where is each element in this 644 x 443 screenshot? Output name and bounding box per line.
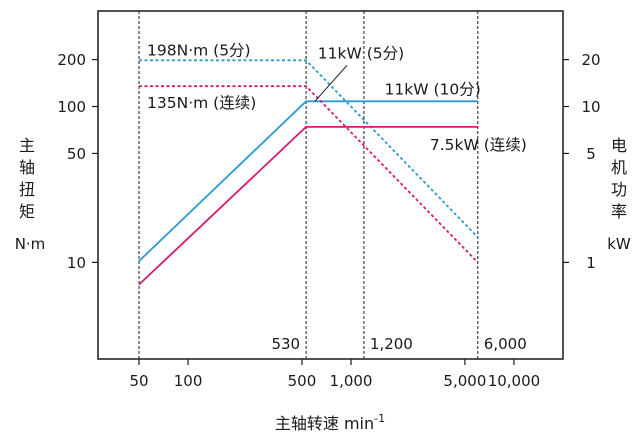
series-line-0 [139,59,479,238]
annotation-0: 198N·m (5分) [147,41,251,59]
annotation-1: 135N·m (连续) [147,94,256,112]
annotation-4: 7.5kW (连续) [430,136,527,154]
x-tick-label-4: 5,000 [443,372,486,390]
x-tick-label-1: 100 [174,372,203,390]
x-tick-label-0: 50 [129,372,148,390]
series-line-3 [138,126,478,286]
y-right-label-char-0: 电 [611,136,627,155]
y-left-tick-label-0: 200 [57,51,86,69]
reference-label-1: 530 [271,335,300,353]
reference-lines: 530 1,200 6,000 [138,11,527,359]
y-right-tick-label-2: 5 [586,145,596,163]
annotation-2: 11kW (5分) [318,44,404,62]
y-right-label-char-2: 功 [611,180,627,199]
annotation-3: 11kW (10分) [385,80,481,98]
ticks-group: 50 100 500 1,000 5,000 10,000 200 100 50 10 20 10 5 1 [57,51,600,390]
series-group [138,59,479,286]
y-left-label-char-2: 扭 [19,180,35,199]
y-right-unit: kW [607,235,631,253]
y-left-tick-label-3: 10 [67,254,86,272]
y-right-label-char-3: 率 [611,202,627,221]
y-left-label-char-0: 主 [19,136,35,155]
y-left-tick-label-2: 50 [67,145,86,163]
y-left-unit: N·m [15,235,46,253]
y-right-tick-label-0: 20 [581,51,600,69]
y-left-tick-label-1: 100 [57,98,86,116]
annotations-group: 198N·m (5分) 135N·m (连续) 11kW (5分) 11kW (10分… [147,41,527,154]
series-line-2 [139,85,479,264]
x-axis-label: 主轴转速 min-1 [275,412,385,433]
y-right-tick-label-1: 10 [581,98,600,116]
x-tick-label-2: 500 [288,372,317,390]
x-axis-label-main: 主轴转速 min [275,414,374,433]
y-right-tick-label-3: 1 [586,254,596,272]
series-line-1 [138,100,478,262]
y-left-label-char-3: 矩 [19,202,35,221]
annotation-leader [314,64,348,102]
x-tick-label-3: 1,000 [330,372,373,390]
plot-frame [97,10,564,360]
reference-label-3: 6,000 [484,335,527,353]
x-tick-label-5: 10,000 [488,372,541,390]
y-right-label-char-1: 机 [611,158,627,177]
x-axis-label-superscript: -1 [374,412,385,425]
y-left-label-char-1: 轴 [19,158,35,177]
reference-label-2: 1,200 [370,335,413,353]
